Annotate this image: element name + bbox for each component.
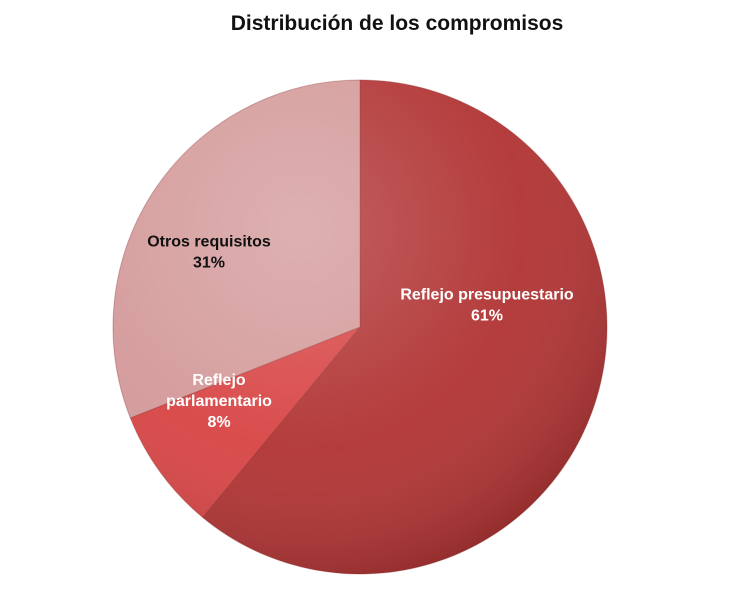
slice-percent-label: 61%: [471, 308, 503, 325]
slice-name-label: Otros requisitos: [147, 234, 271, 251]
chart-title: Distribución de los compromisos: [230, 12, 564, 35]
slices-layer: [112, 79, 608, 575]
slice-name-label: Reflejo presupuestario: [400, 287, 574, 304]
pie-slice-label-1: Reflejo presupuestario 61%: [400, 287, 574, 325]
slice-name-label: Reflejo: [192, 372, 246, 389]
pie-slice-label-2: Reflejo parlamentario 8%: [166, 372, 272, 431]
slice-percent-label: 8%: [207, 414, 230, 431]
pie-slice-label-3: Otros requisitos 31%: [147, 234, 271, 272]
labels-layer: Reflejo presupuestario 61% Reflejo parlamen…: [147, 234, 574, 432]
slice-percent-label: 31%: [193, 255, 225, 272]
slice-name-label: parlamentario: [166, 393, 272, 410]
